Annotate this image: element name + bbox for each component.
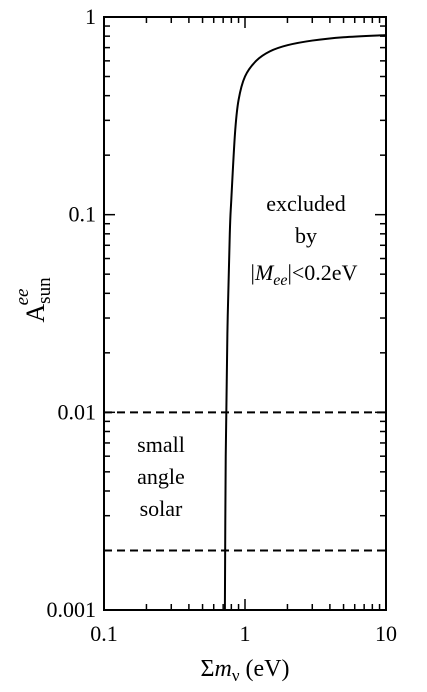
x-axis-title-prefix: Σ [201, 656, 215, 682]
x-axis-title-unit: (eV) [240, 656, 290, 682]
annotation-small-angle-line-1: small [137, 432, 185, 457]
y-axis-title: Asunee [12, 277, 55, 323]
y-axis-title-subscript: sun [34, 277, 55, 304]
series-curve [223, 34, 387, 611]
annotation-small-angle-line-3: solar [140, 496, 183, 521]
annotation-excluded-line-1: excluded [266, 191, 345, 216]
annotation-excluded-line-2: by [295, 223, 317, 248]
x-axis-title: Σmν (eV) [201, 656, 290, 685]
x-tick-label: 0.1 [90, 621, 118, 646]
condition-relation: <0.2eV [292, 260, 358, 285]
y-tick-label: 0.001 [47, 597, 97, 622]
y-axis-title-base: A [21, 304, 50, 323]
condition-symbol: M [254, 260, 275, 285]
annotation-excluded: excluded by |Mee|<0.2eV [251, 191, 358, 289]
y-axis-title-superscript: ee [12, 289, 33, 306]
annotation-small-angle: small angle solar [137, 432, 185, 521]
annotation-small-angle-line-2: angle [137, 464, 185, 489]
plot-frame [103, 16, 387, 611]
annotation-excluded-condition: |Mee|<0.2eV [251, 260, 358, 289]
condition-subscript: ee [273, 272, 287, 289]
x-axis-title-subscript: ν [232, 666, 240, 685]
y-tick-label: 0.01 [58, 399, 97, 424]
x-axis-title-symbol: m [214, 656, 231, 682]
x-tick-label: 1 [240, 621, 251, 646]
x-tick-label: 10 [375, 621, 397, 646]
y-tick-label: 0.1 [69, 202, 97, 227]
y-tick-label: 1 [85, 4, 96, 29]
